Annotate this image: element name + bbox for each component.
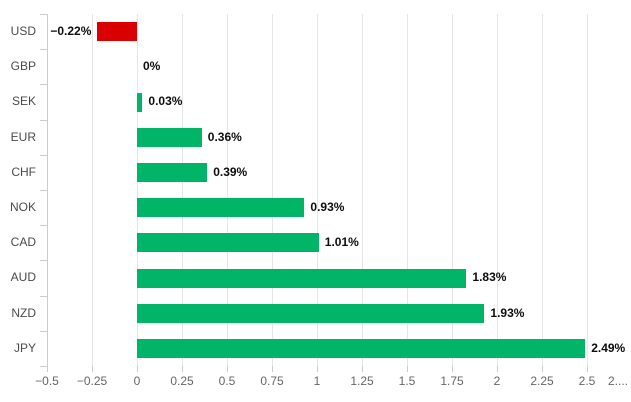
x-axis-tick-label: 2 xyxy=(493,374,501,388)
y-axis-tick xyxy=(40,330,47,332)
value-label-eur: 0.36% xyxy=(207,129,242,144)
gridline xyxy=(272,14,273,366)
gridline xyxy=(92,14,93,366)
y-axis-tick xyxy=(40,154,47,156)
bar-chf[interactable] xyxy=(137,162,208,182)
category-label-nok: NOK xyxy=(9,200,36,214)
y-axis-tick xyxy=(40,84,47,86)
x-axis-tick xyxy=(542,366,543,372)
value-label-gbp: 0% xyxy=(143,59,161,74)
y-axis-tick xyxy=(40,295,47,297)
x-axis-tick-label: −0.5 xyxy=(35,374,59,388)
x-axis-tick-label: 0 xyxy=(133,374,141,388)
x-axis-tick xyxy=(452,366,453,372)
value-label-usd: −0.22% xyxy=(50,24,92,38)
x-axis-tick-label: 1.5 xyxy=(398,374,416,388)
y-axis-tick xyxy=(40,14,47,15)
gridline xyxy=(182,14,183,366)
category-label-cad: CAD xyxy=(10,235,36,250)
value-label-nok: 0.93% xyxy=(310,200,345,214)
value-label-jpy: 2.49% xyxy=(591,340,626,355)
x-axis-tick-label: 1.25 xyxy=(350,374,374,388)
y-axis-tick xyxy=(40,366,47,367)
category-label-gbp: GBP xyxy=(10,59,36,74)
y-axis-tick xyxy=(40,190,47,191)
y-axis-tick xyxy=(40,225,47,227)
x-axis-tick xyxy=(47,366,48,372)
category-label-aud: AUD xyxy=(10,270,36,285)
gridline xyxy=(452,14,453,366)
gridline xyxy=(587,14,588,366)
category-label-eur: EUR xyxy=(10,129,36,144)
x-axis-tick xyxy=(272,366,273,372)
gridline xyxy=(497,14,498,366)
category-label-sek: SEK xyxy=(11,94,36,109)
x-axis-tick xyxy=(362,366,363,372)
bar-aud[interactable] xyxy=(137,268,467,288)
x-axis-tick-label: 2.25 xyxy=(530,374,554,388)
gridline xyxy=(317,14,318,366)
gridline xyxy=(362,14,363,366)
gridline xyxy=(137,14,138,366)
gridline xyxy=(407,14,408,366)
value-label-aud: 1.83% xyxy=(472,270,507,285)
bar-eur[interactable] xyxy=(137,127,202,147)
value-label-cad: 1.01% xyxy=(324,235,359,250)
value-label-chf: 0.39% xyxy=(213,164,248,179)
x-axis-tick-label: −0.25 xyxy=(76,374,108,388)
x-axis-tick-label: 0.25 xyxy=(170,374,194,388)
bar-nok[interactable] xyxy=(137,198,305,218)
category-label-chf: CHF xyxy=(11,164,36,179)
x-axis-tick xyxy=(182,366,183,372)
x-axis-tick-label: 0.5 xyxy=(218,374,236,388)
y-axis-tick xyxy=(40,49,47,51)
bar-cad[interactable] xyxy=(137,233,319,253)
x-axis-tick-label: 2.5 xyxy=(578,374,596,388)
x-axis-tick-label: 2.... xyxy=(607,374,628,388)
x-axis-tick-label: 0.75 xyxy=(260,374,284,388)
bar-sek[interactable] xyxy=(137,92,143,112)
value-label-nzd: 1.93% xyxy=(490,305,525,320)
x-axis-tick-label: 1.75 xyxy=(440,374,464,388)
x-axis-tick xyxy=(497,366,498,372)
x-axis-tick xyxy=(227,366,228,372)
x-axis-tick xyxy=(587,366,588,372)
x-axis-tick xyxy=(317,366,318,372)
category-label-jpy: JPY xyxy=(13,340,36,355)
y-axis-tick xyxy=(40,260,47,262)
x-axis-tick xyxy=(137,366,138,372)
x-axis-tick xyxy=(407,366,408,372)
y-axis-line xyxy=(47,14,48,366)
category-label-usd: USD xyxy=(10,24,36,38)
x-axis-tick-label: 1 xyxy=(313,374,321,388)
value-label-sek: 0.03% xyxy=(148,94,183,109)
y-axis-tick xyxy=(40,119,47,121)
category-label-nzd: NZD xyxy=(11,305,36,320)
gridline xyxy=(542,14,543,366)
x-axis-tick xyxy=(92,366,93,372)
bar-nzd[interactable] xyxy=(137,303,485,323)
bar-jpy[interactable] xyxy=(137,338,586,358)
gridline xyxy=(227,14,228,366)
bar-usd[interactable] xyxy=(97,22,137,42)
